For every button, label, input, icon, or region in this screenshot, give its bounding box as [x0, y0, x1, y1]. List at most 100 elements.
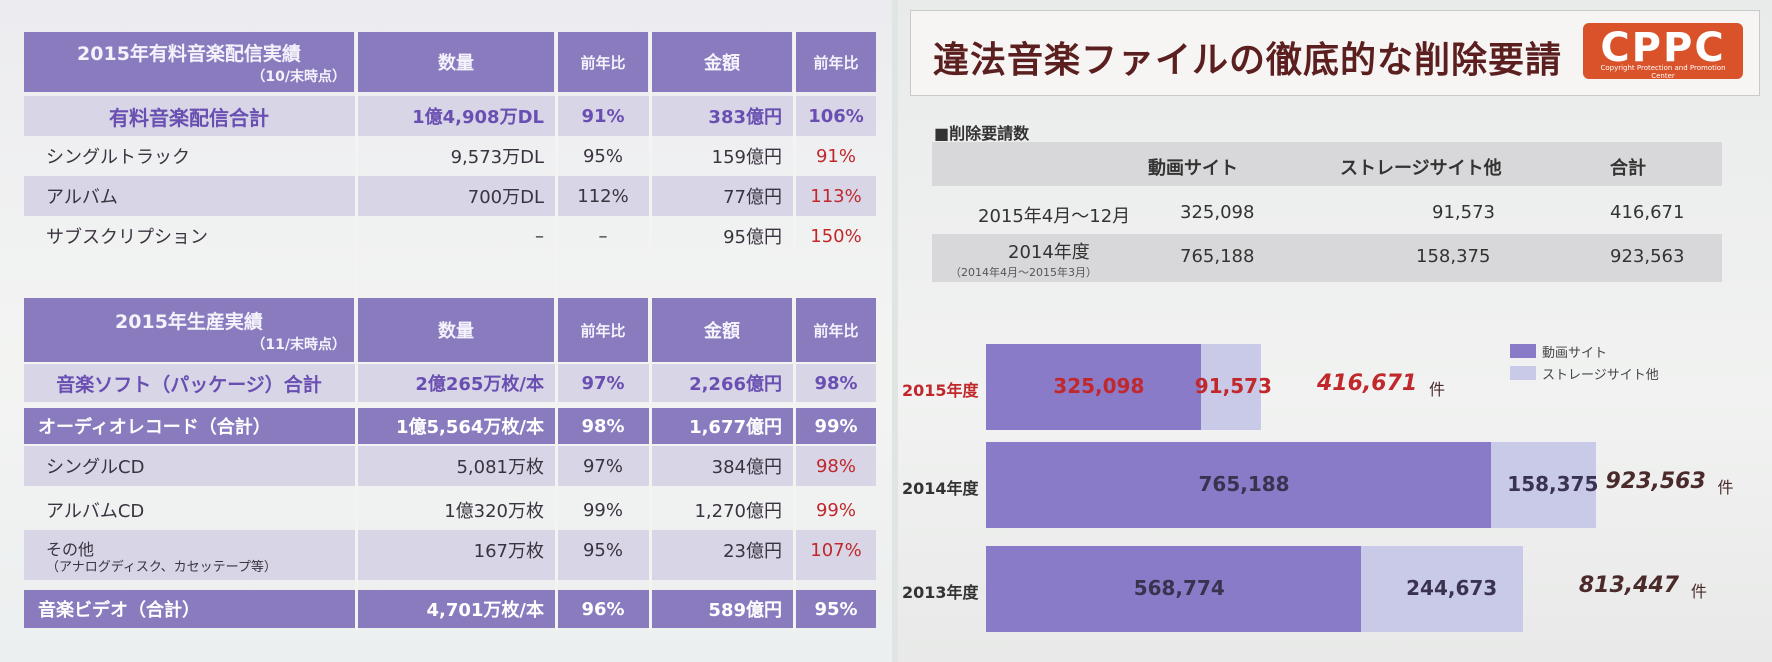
bar-storage-value: 158,375 — [1507, 472, 1599, 496]
requests-row-video: 765,188 — [1180, 246, 1255, 267]
bar-video-segment — [986, 442, 1492, 528]
table2-row-qty-yoy: 97% — [582, 455, 623, 477]
table2-row-amount-yoy: 107% — [810, 539, 862, 561]
table1-row-amount-yoy: 106% — [808, 105, 864, 127]
logo-subtext: Copyright Protection and Promotion Cente… — [1600, 64, 1726, 80]
table2-row-qty-yoy: 98% — [558, 408, 648, 444]
table2-subtitle: （11/末時点） — [251, 336, 346, 353]
title-bar: 違法音楽ファイルの徹底的な削除要請 CPPC Copyright Protect… — [910, 10, 1760, 96]
table2-row-label: 音楽ソフト（パッケージ）合計 — [56, 373, 322, 396]
slide-title: 違法音楽ファイルの徹底的な削除要請 — [933, 40, 1563, 81]
table1-row-amount: 159億円 — [711, 147, 782, 168]
table2-row-label: 音楽ビデオ（合計） — [24, 590, 354, 628]
table1-row-amount-yoy: 91% — [815, 145, 856, 167]
column-divider — [555, 32, 558, 630]
legend-swatch-storage — [1510, 366, 1536, 380]
requests-header-video: 動画サイト — [1148, 158, 1238, 179]
table2-row-amount: 589億円 — [652, 590, 792, 628]
table1-row-qty-yoy: 112% — [577, 185, 629, 207]
table1-title-cell: 2015年有料音楽配信実績 （10/末時点） — [24, 32, 354, 92]
table1-row-qty: 1億4,908万DL — [412, 107, 544, 128]
table2-row-amount: 1,677億円 — [652, 408, 792, 444]
table2-row-qty: 167万枚 — [473, 541, 544, 562]
table1-row-label: シングルトラック — [46, 147, 190, 168]
table2-row-label: アルバムCD — [46, 501, 145, 522]
table2-row-qty-yoy: 95% — [582, 539, 623, 561]
bar-video-value: 568,774 — [1133, 576, 1225, 600]
table2-row-amount-yoy: 98% — [815, 455, 856, 477]
column-divider — [793, 32, 796, 630]
bar-total-value: 416,671 — [1317, 371, 1418, 396]
bar-category-label: 2015年度 — [902, 381, 979, 400]
table2-header-qty-yoy: 前年比 — [558, 298, 648, 362]
table2-row-qty: 5,081万枚 — [456, 457, 544, 478]
table1-row-qty: – — [535, 225, 544, 247]
bar-video-value: 765,188 — [1198, 472, 1290, 496]
table2-row-qty: 4,701万枚/本 — [358, 590, 554, 628]
table1-header-amount-yoy: 前年比 — [796, 32, 876, 92]
requests-row-storage: 158,375 — [1416, 246, 1491, 267]
requests-header-total: 合計 — [1610, 158, 1646, 179]
bar-video-segment — [986, 546, 1362, 632]
bar-total-value: 923,563 — [1605, 469, 1706, 494]
table1-row-label: サブスクリプション — [46, 227, 208, 248]
table2-row-label: その他 — [46, 539, 95, 559]
table2-row-qty-yoy: 99% — [582, 499, 623, 521]
table2-header-qty: 数量 — [358, 298, 554, 362]
table2-row-amount-yoy: 99% — [815, 499, 856, 521]
table2-row-band — [24, 530, 876, 580]
table1-subtitle: （10/末時点） — [251, 68, 346, 85]
table1-header-qty: 数量 — [358, 32, 554, 92]
logo-text: CPPC — [1600, 25, 1726, 71]
requests-row-storage: 91,573 — [1432, 202, 1495, 223]
table2-row-amount: 2,266億円 — [689, 374, 782, 395]
requests-row-total: 923,563 — [1610, 246, 1685, 267]
table2-row-qty-yoy: 97% — [581, 372, 625, 394]
bar-total-unit: 件 — [1690, 582, 1707, 601]
table2-row-amount: 1,270億円 — [694, 501, 782, 522]
bar-storage-segment — [1491, 442, 1596, 528]
requests-row-period: 2015年4月～12月 — [978, 206, 1131, 227]
table1-row-amount-yoy: 150% — [810, 225, 862, 247]
table2-row-band — [24, 364, 876, 402]
left-slide: 2015年有料音楽配信実績 （10/末時点） 数量 前年比 金額 前年比 有料音… — [0, 0, 892, 662]
bar-total-value: 813,447 — [1578, 573, 1680, 598]
bar-video-value: 325,098 — [1053, 374, 1145, 398]
bar-video-segment — [986, 344, 1201, 430]
table2-row-amount-yoy: 98% — [814, 372, 858, 394]
table1-row-band — [24, 176, 876, 216]
table2-title: 2015年生産実績 — [115, 310, 263, 333]
table2-row-label-cell: その他 （アナログディスク、カセッテープ等） — [24, 530, 354, 580]
requests-row-band — [932, 234, 1722, 282]
bar-total-unit: 件 — [1717, 478, 1734, 497]
table1-row-amount: 383億円 — [708, 107, 782, 128]
table2-header-amount: 金額 — [652, 298, 792, 362]
bar-total-unit: 件 — [1429, 380, 1446, 399]
table1-row-qty: 9,573万DL — [450, 147, 544, 168]
table1-header-qty-yoy: 前年比 — [558, 32, 648, 92]
table2-row-amount-yoy: 95% — [796, 590, 876, 628]
table2-row-qty: 1億5,564万枚/本 — [358, 408, 554, 444]
takedown-chart: 2015年度 325,098 91,573 416,671 件 2014年度 765,188… — [898, 0, 1772, 662]
table1-row-amount-yoy: 113% — [810, 185, 862, 207]
table1-row-label: アルバム — [46, 187, 118, 208]
bar-storage-value: 91,573 — [1194, 374, 1272, 398]
bar-category-label: 2013年度 — [902, 583, 979, 602]
cppc-logo: CPPC Copyright Protection and Promotion … — [1583, 23, 1743, 80]
table2-row-amount: 23億円 — [723, 541, 782, 562]
bar-category-label: 2014年度 — [902, 479, 979, 498]
bar-storage-segment — [1200, 344, 1261, 430]
table2-row-label: オーディオレコード（合計） — [24, 408, 354, 444]
requests-header-storage: ストレージサイト他 — [1340, 158, 1502, 179]
table1-header-amount: 金額 — [652, 32, 792, 92]
table1-row-qty-yoy: 95% — [582, 145, 623, 167]
table2-row-qty-yoy: 96% — [558, 590, 648, 628]
bar-storage-segment — [1361, 546, 1523, 632]
table1-row-qty: 700万DL — [467, 187, 544, 208]
requests-header-band — [932, 142, 1722, 186]
right-slide: 違法音楽ファイルの徹底的な削除要請 CPPC Copyright Protect… — [898, 0, 1772, 662]
requests-label: ■削除要請数 — [934, 124, 1030, 143]
table2-header-amount-yoy: 前年比 — [796, 298, 876, 362]
table2-row-amount-yoy: 99% — [796, 408, 876, 444]
table1-row-qty-yoy: – — [598, 225, 608, 247]
